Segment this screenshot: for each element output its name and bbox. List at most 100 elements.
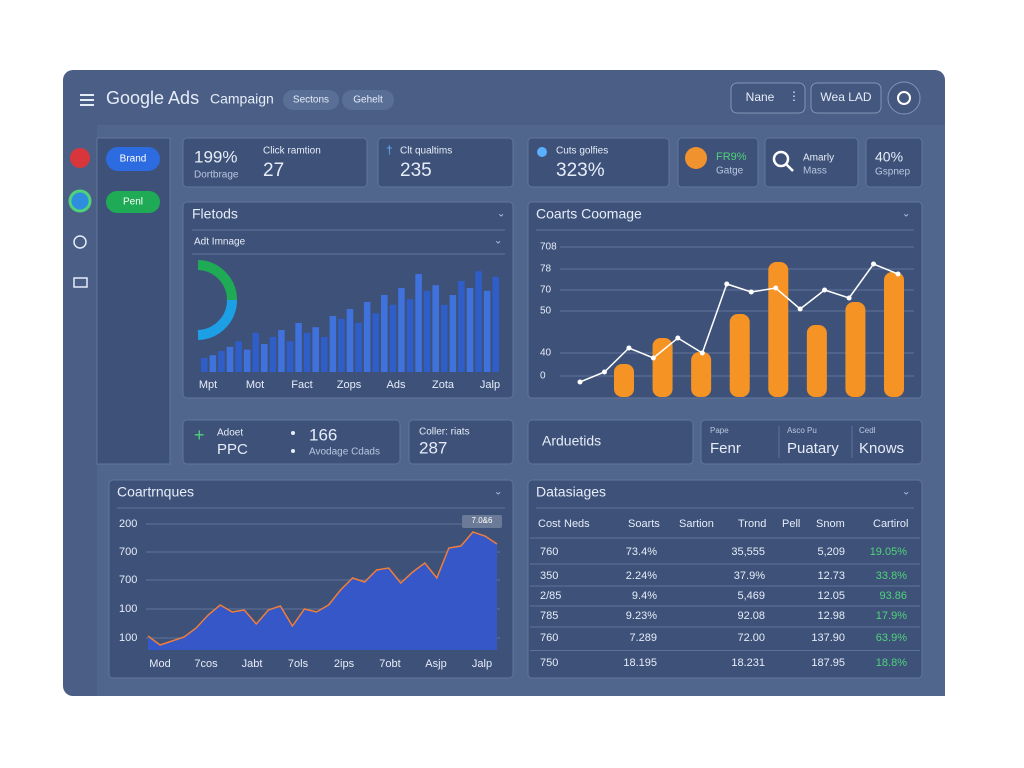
card-count: 287 <box>419 438 447 457</box>
bar <box>295 323 302 372</box>
pill[interactable] <box>106 147 160 171</box>
search-icon <box>785 163 794 172</box>
stat-title: Click ramtion <box>263 146 321 157</box>
area <box>148 532 497 650</box>
col-value: Fenr <box>710 440 741 457</box>
stat-title: Cuts golfies <box>556 146 608 157</box>
table-cell: 63.9% <box>876 632 907 644</box>
chevron[interactable]: ⌄ <box>494 236 502 247</box>
button-label[interactable]: Wea LAD <box>820 90 871 104</box>
table-cell: 2/85 <box>540 590 561 602</box>
table-cell: 33.8% <box>876 570 907 582</box>
chevron[interactable]: ⌄ <box>902 487 910 498</box>
table-cell: 7.289 <box>629 632 657 644</box>
donut <box>197 299 237 340</box>
bar <box>449 295 457 372</box>
y-tick-label: 200 <box>119 518 137 530</box>
bar <box>286 341 294 372</box>
tab[interactable] <box>283 90 339 110</box>
stat-count: 323% <box>556 160 605 181</box>
pill-label[interactable]: Penl <box>123 197 143 208</box>
pill[interactable] <box>106 191 160 213</box>
point <box>822 287 828 293</box>
col-label: Pape <box>710 426 729 435</box>
nav-icon[interactable] <box>68 189 92 213</box>
nav-icon[interactable] <box>73 235 87 249</box>
more-icon[interactable]: ⋮ <box>788 89 800 103</box>
menu-icon[interactable] <box>80 94 94 106</box>
bar <box>243 349 251 372</box>
column-header: Trond <box>738 518 766 530</box>
bullet <box>291 449 295 453</box>
point <box>895 271 901 277</box>
bar <box>729 314 750 397</box>
chevron[interactable]: ⌄ <box>497 209 505 220</box>
button[interactable] <box>730 82 806 114</box>
nav-icon[interactable] <box>70 148 90 168</box>
column-header: Neds <box>564 518 590 530</box>
table-cell: 19.05% <box>870 546 908 558</box>
plus-icon[interactable]: + <box>194 425 205 445</box>
y-tick-label: 0 <box>540 371 546 382</box>
card-title: Arduetids <box>542 433 601 449</box>
line <box>147 531 498 646</box>
y-tick-label: 70 <box>540 285 552 296</box>
stat-card <box>527 137 670 188</box>
bar <box>441 304 448 372</box>
table-cell: 92.08 <box>737 610 765 622</box>
nav-icon[interactable] <box>73 277 88 288</box>
bar <box>806 325 827 397</box>
y-tick-label: 700 <box>119 574 137 586</box>
column-header: Cost <box>538 518 561 530</box>
card-title: Coller: riats <box>419 427 470 438</box>
y-tick-label: 40 <box>540 348 552 359</box>
bar <box>614 364 634 397</box>
bar <box>423 290 431 372</box>
stat-icon <box>537 147 547 157</box>
stat-count: 27 <box>263 160 284 181</box>
tab-label[interactable]: Sectons <box>293 95 329 106</box>
table-cell: 72.00 <box>737 632 765 644</box>
col-label: Asco Pu <box>787 426 817 435</box>
stat-icon <box>685 147 707 169</box>
point <box>797 306 803 312</box>
tab-label[interactable]: Gehelt <box>353 95 383 106</box>
x-tick-label: 7ols <box>288 658 309 670</box>
summary-card <box>182 419 401 465</box>
tab[interactable] <box>342 90 394 110</box>
tooltip <box>462 515 502 528</box>
x-tick-label: Mot <box>246 379 264 391</box>
bar <box>355 323 362 372</box>
bar <box>415 274 422 372</box>
pill-label[interactable]: Brand <box>120 154 147 165</box>
y-tick-label: 50 <box>540 306 552 317</box>
bar <box>338 318 345 372</box>
bar <box>363 302 371 372</box>
bar <box>381 295 388 372</box>
stat-card <box>182 137 368 188</box>
button[interactable] <box>810 82 882 114</box>
chevron[interactable]: ⌄ <box>902 209 910 220</box>
button-label[interactable]: Nane <box>746 90 775 104</box>
bar <box>691 352 712 397</box>
table-cell: 750 <box>540 657 558 669</box>
table-cell: 137.90 <box>811 632 845 644</box>
bar <box>884 272 904 397</box>
card-name: PPC <box>217 441 248 458</box>
x-tick-label: 2ips <box>334 658 355 670</box>
chevron[interactable]: ⌄ <box>494 487 502 498</box>
table-cell: 18.8% <box>876 657 907 669</box>
table-cell: 2.24% <box>626 570 657 582</box>
point <box>650 355 656 361</box>
bar <box>261 344 268 372</box>
point <box>748 289 754 295</box>
table-cell: 5,209 <box>817 546 845 558</box>
table-cell: 73.4% <box>626 546 657 558</box>
profile-icon <box>897 91 911 105</box>
card-title: Adoet <box>217 428 243 439</box>
point <box>871 261 877 267</box>
profile-button[interactable] <box>887 81 921 115</box>
bar <box>209 355 217 372</box>
table-cell: 18.195 <box>623 657 657 669</box>
